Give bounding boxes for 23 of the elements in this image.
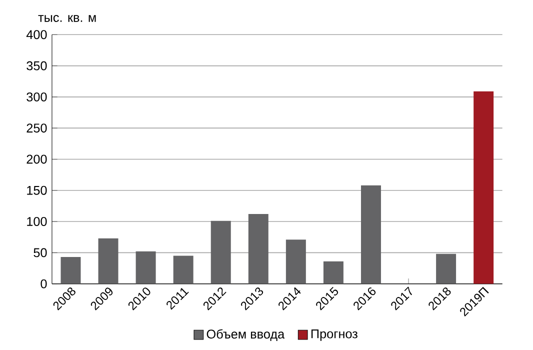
y-tick-label: 200	[26, 154, 47, 164]
bar	[248, 214, 268, 284]
bar	[60, 257, 81, 284]
bar	[323, 261, 344, 284]
legend-label: Прогноз	[311, 330, 358, 341]
y-tick-label: 250	[26, 124, 47, 133]
bar	[136, 252, 156, 284]
bar	[98, 238, 118, 284]
bar	[360, 185, 381, 284]
y-tick-label: 50	[34, 248, 47, 258]
bar	[474, 91, 494, 284]
y-tick-label: 150	[27, 186, 47, 195]
bar	[436, 254, 456, 284]
bar	[210, 221, 231, 284]
y-tick-label: 350	[26, 61, 47, 70]
legend-label: Объем ввода	[206, 329, 285, 342]
y-axis-title: тыс. кв. м	[38, 15, 96, 22]
y-tick-label: 400	[26, 30, 47, 40]
y-tick-label: 100	[27, 217, 47, 226]
bar	[286, 240, 306, 284]
bar	[173, 256, 194, 284]
y-tick-label: 0	[40, 279, 47, 288]
y-tick-label: 300	[26, 92, 47, 102]
